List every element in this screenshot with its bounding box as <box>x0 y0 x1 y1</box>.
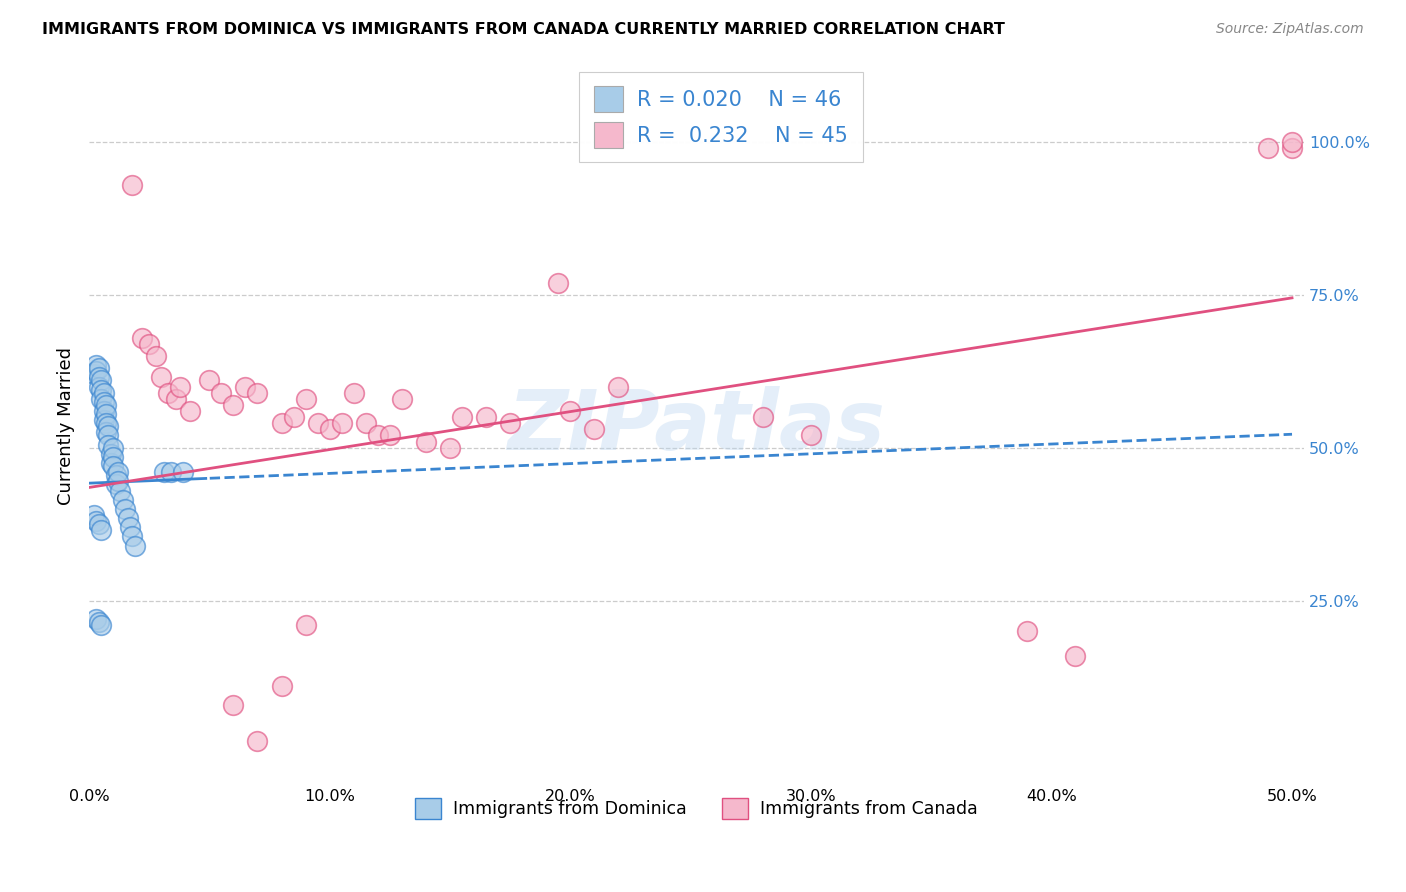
Point <box>131 330 153 344</box>
Point <box>172 465 194 479</box>
Point <box>87 361 110 376</box>
Point <box>83 508 105 522</box>
Point <box>97 428 120 442</box>
Point <box>121 178 143 192</box>
Point <box>475 410 498 425</box>
Point <box>87 615 110 629</box>
Point <box>97 437 120 451</box>
Point <box>1281 141 1303 155</box>
Point <box>165 392 187 406</box>
Point <box>97 419 120 434</box>
Point <box>160 465 183 479</box>
Point <box>110 483 132 498</box>
Point <box>93 394 115 409</box>
Point <box>94 407 117 421</box>
Point <box>1257 141 1279 155</box>
Point <box>800 428 823 442</box>
Point <box>451 410 474 425</box>
Point <box>246 734 269 748</box>
Point <box>294 392 316 406</box>
Point <box>246 385 269 400</box>
Point <box>93 404 115 418</box>
Point <box>114 501 136 516</box>
Point <box>307 416 329 430</box>
Point <box>94 425 117 440</box>
Point <box>198 373 221 387</box>
Point <box>111 492 134 507</box>
Y-axis label: Currently Married: Currently Married <box>58 347 75 505</box>
Point <box>283 410 305 425</box>
Point <box>124 539 146 553</box>
Point <box>84 358 107 372</box>
Text: IMMIGRANTS FROM DOMINICA VS IMMIGRANTS FROM CANADA CURRENTLY MARRIED CORRELATION: IMMIGRANTS FROM DOMINICA VS IMMIGRANTS F… <box>42 22 1005 37</box>
Point <box>93 385 115 400</box>
Point <box>294 618 316 632</box>
Point <box>499 416 522 430</box>
Point <box>607 379 630 393</box>
Point <box>138 336 160 351</box>
Point <box>354 416 377 430</box>
Point <box>145 349 167 363</box>
Legend: Immigrants from Dominica, Immigrants from Canada: Immigrants from Dominica, Immigrants fro… <box>408 791 984 825</box>
Point <box>378 428 401 442</box>
Point <box>94 416 117 430</box>
Point <box>235 379 257 393</box>
Point <box>93 413 115 427</box>
Point <box>101 441 124 455</box>
Point <box>84 612 107 626</box>
Text: ZIPatlas: ZIPatlas <box>508 386 886 467</box>
Point <box>330 416 353 430</box>
Point <box>83 368 105 382</box>
Point <box>87 370 110 384</box>
Point <box>560 404 582 418</box>
Point <box>152 465 174 479</box>
Point <box>90 383 112 397</box>
Point <box>118 520 141 534</box>
Point <box>391 392 413 406</box>
Point <box>1281 135 1303 149</box>
Point <box>101 458 124 473</box>
Point <box>90 618 112 632</box>
Point <box>270 679 292 693</box>
Point <box>84 514 107 528</box>
Point <box>439 441 461 455</box>
Point <box>222 398 245 412</box>
Point <box>107 465 129 479</box>
Point <box>169 379 191 393</box>
Point <box>751 410 773 425</box>
Point <box>117 511 139 525</box>
Text: Source: ZipAtlas.com: Source: ZipAtlas.com <box>1216 22 1364 37</box>
Point <box>547 276 569 290</box>
Point <box>179 404 201 418</box>
Point <box>101 450 124 464</box>
Point <box>94 398 117 412</box>
Point <box>150 370 173 384</box>
Point <box>222 698 245 712</box>
Point <box>90 523 112 537</box>
Point <box>104 477 127 491</box>
Point <box>90 373 112 387</box>
Point <box>209 385 232 400</box>
Point <box>157 385 180 400</box>
Point <box>583 422 606 436</box>
Point <box>100 456 122 470</box>
Point <box>270 416 292 430</box>
Point <box>343 385 366 400</box>
Point <box>415 434 437 449</box>
Point <box>84 364 107 378</box>
Point <box>87 517 110 532</box>
Point <box>367 428 389 442</box>
Point <box>318 422 340 436</box>
Point <box>107 475 129 489</box>
Point <box>104 468 127 483</box>
Point <box>100 447 122 461</box>
Point <box>121 529 143 543</box>
Point <box>1017 624 1039 639</box>
Point <box>1064 648 1087 663</box>
Point <box>87 379 110 393</box>
Point <box>90 392 112 406</box>
